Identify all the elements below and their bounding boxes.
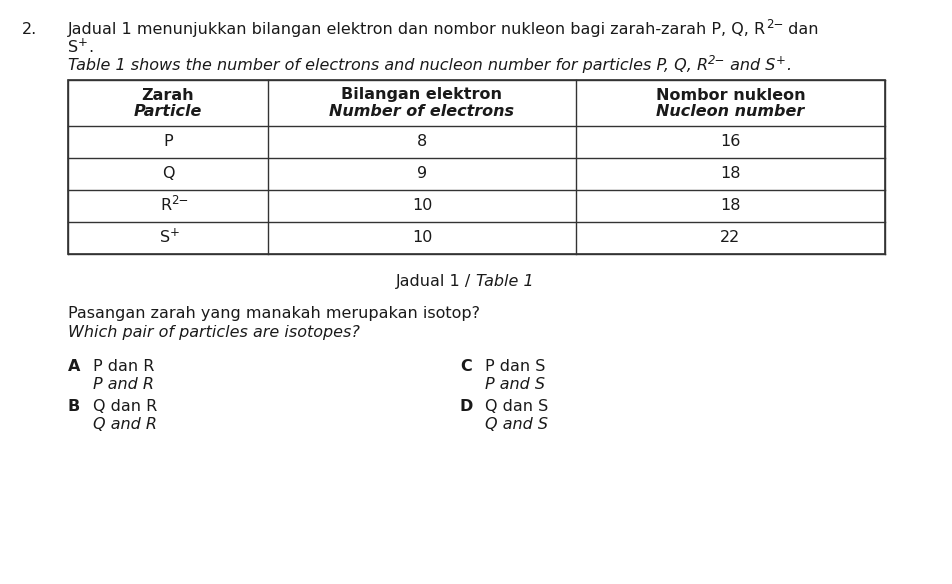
- Text: Q and S: Q and S: [485, 417, 547, 432]
- Text: Q: Q: [162, 166, 174, 182]
- Text: 16: 16: [720, 134, 740, 150]
- Text: B: B: [68, 399, 80, 414]
- Text: 2−: 2−: [707, 54, 724, 67]
- Text: R: R: [160, 199, 171, 214]
- Bar: [68, 80, 884, 254]
- Text: Q dan R: Q dan R: [93, 399, 157, 414]
- Text: Which pair of particles are isotopes?: Which pair of particles are isotopes?: [68, 325, 360, 340]
- Text: 8: 8: [416, 134, 426, 150]
- Text: P: P: [163, 134, 172, 150]
- Text: 18: 18: [720, 166, 740, 182]
- Text: 18: 18: [720, 199, 740, 214]
- Text: P dan S: P dan S: [485, 359, 545, 374]
- Text: Q dan S: Q dan S: [485, 399, 547, 414]
- Text: A: A: [68, 359, 80, 374]
- Text: Table 1 shows the number of electrons and nucleon number for particles P, Q, R: Table 1 shows the number of electrons an…: [68, 58, 707, 73]
- Text: .: .: [88, 40, 93, 55]
- Text: Number of electrons: Number of electrons: [329, 103, 514, 119]
- Text: Table 1: Table 1: [476, 274, 533, 289]
- Text: S: S: [160, 231, 170, 245]
- Bar: [68, 80, 884, 254]
- Text: 10: 10: [411, 231, 432, 245]
- Text: +: +: [775, 54, 785, 67]
- Text: C: C: [460, 359, 471, 374]
- Text: Bilangan elektron: Bilangan elektron: [341, 88, 502, 103]
- Text: P dan R: P dan R: [93, 359, 154, 374]
- Text: 10: 10: [411, 199, 432, 214]
- Text: 9: 9: [416, 166, 426, 182]
- Text: 22: 22: [720, 231, 740, 245]
- Text: and S: and S: [724, 58, 775, 73]
- Text: .: .: [785, 58, 790, 73]
- Text: Nucleon number: Nucleon number: [656, 103, 803, 119]
- Text: 2.: 2.: [22, 22, 37, 37]
- Text: Pasangan zarah yang manakah merupakan isotop?: Pasangan zarah yang manakah merupakan is…: [68, 306, 480, 321]
- Text: dan: dan: [783, 22, 818, 37]
- Text: +: +: [170, 225, 180, 238]
- Text: 2−: 2−: [171, 193, 188, 207]
- Text: Jadual 1 /: Jadual 1 /: [396, 274, 476, 289]
- Text: S: S: [68, 40, 78, 55]
- Text: Q and R: Q and R: [93, 417, 157, 432]
- Text: Particle: Particle: [133, 103, 202, 119]
- Text: Nombor nukleon: Nombor nukleon: [655, 88, 804, 103]
- Text: P and S: P and S: [485, 377, 545, 392]
- Text: P and R: P and R: [93, 377, 154, 392]
- Text: Jadual 1 menunjukkan bilangan elektron dan nombor nukleon bagi zarah-zarah P, Q,: Jadual 1 menunjukkan bilangan elektron d…: [68, 22, 765, 37]
- Text: +: +: [78, 36, 88, 49]
- Text: Zarah: Zarah: [142, 88, 194, 103]
- Text: 2−: 2−: [765, 18, 783, 31]
- Text: D: D: [460, 399, 473, 414]
